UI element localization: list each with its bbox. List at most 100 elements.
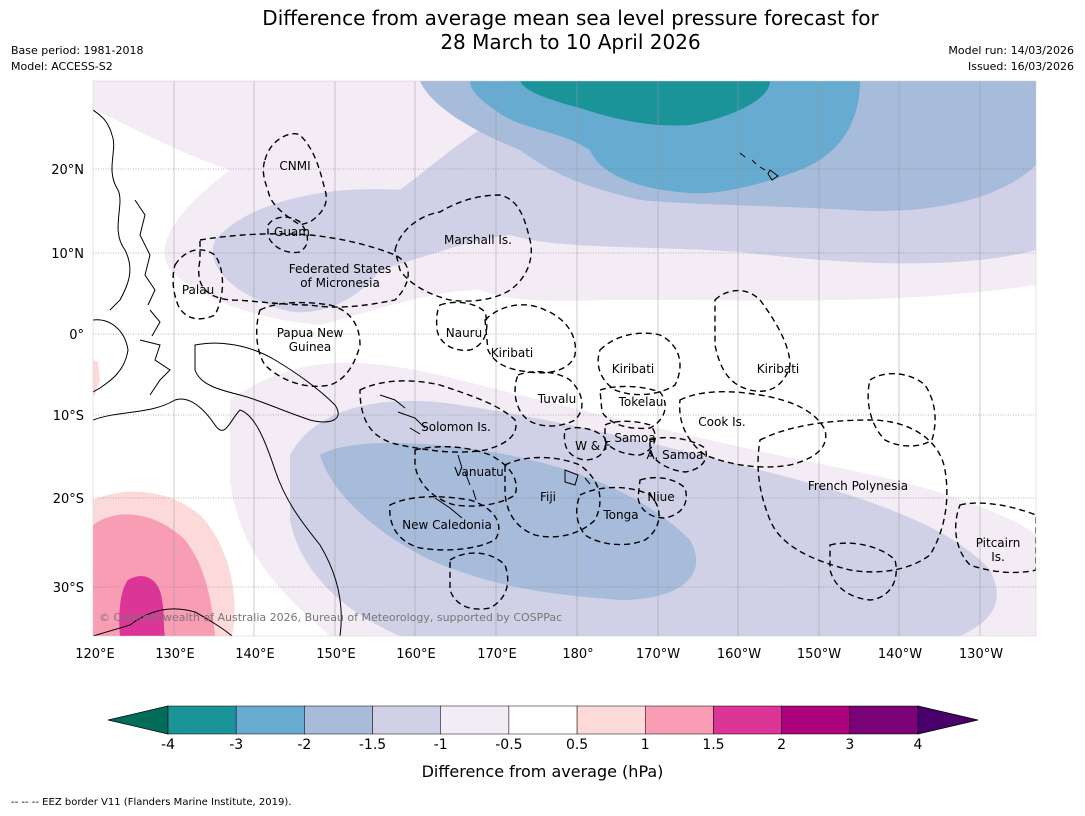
asia-coast	[93, 109, 131, 311]
label-vanuatu: Vanuatu	[454, 465, 504, 479]
label-nauru: Nauru	[446, 326, 482, 340]
colorbar-tick-label: -1.5	[358, 737, 387, 753]
lat-gridlines	[93, 168, 1036, 588]
label-fiji: Fiji	[540, 490, 556, 504]
lat-label: 10°S	[53, 409, 84, 424]
new-caledonia	[434, 497, 463, 519]
lon-label: 120°E	[75, 647, 115, 662]
colorbar-tick-label: 0.5	[565, 737, 589, 753]
colorbar-swatch	[849, 705, 919, 735]
lat-label: 10°N	[51, 247, 84, 262]
region-labels: CNMI Guam Marshall Is. Federated States …	[182, 159, 1020, 564]
base-period: Base period: 1981-2018	[11, 44, 144, 57]
lat-axis-labels: 20°N 10°N 0° 10°S 20°S 30°S	[51, 163, 84, 596]
colorbar-tick-label: -4	[161, 737, 175, 753]
colorbar-swatch	[440, 705, 510, 735]
fiji-islands	[564, 469, 591, 486]
lat-label: 20°N	[51, 163, 84, 178]
label-png-2: Guinea	[289, 340, 332, 354]
eez-kiribati-central	[597, 332, 681, 396]
lon-label: 130°W	[959, 647, 1003, 662]
lon-label: 150°E	[316, 647, 356, 662]
copyright-notice: © Commonwealth of Australia 2026, Bureau…	[99, 611, 562, 624]
colorbar-swatch	[781, 705, 851, 735]
lon-label: 170°W	[636, 647, 680, 662]
eez-vanuatu	[414, 446, 517, 507]
label-kiribati-central: Kiribati	[612, 362, 654, 376]
lon-label: 180°	[562, 647, 593, 662]
label-niue: Niue	[647, 490, 674, 504]
label-tonga: Tonga	[602, 508, 638, 522]
eez-fiji	[504, 456, 601, 538]
eez-borders	[172, 133, 1036, 610]
label-fsm-2: of Micronesia	[300, 276, 380, 290]
label-palau: Palau	[182, 283, 214, 297]
colorbar-tick-label: 4	[913, 737, 923, 753]
label-cook: Cook Is.	[698, 415, 745, 429]
label-tuvalu: Tuvalu	[537, 392, 577, 406]
philippines-coast	[134, 199, 161, 337]
map-frame	[92, 80, 1037, 637]
lon-axis-labels: 120°E 130°E 140°E 150°E 160°E 170°E 180°…	[75, 647, 1003, 662]
title-line-1: Difference from average mean sea level p…	[262, 6, 879, 30]
label-marshall: Marshall Is.	[444, 233, 512, 247]
label-solomon: Solomon Is.	[421, 420, 491, 434]
model-run: Model run: 14/03/2026	[948, 44, 1074, 57]
label-tokelau: Tokelau	[618, 395, 664, 409]
label-newcal: New Caledonia	[402, 518, 492, 532]
meta-left: Base period: 1981-2018 Model: ACCESS-S2	[11, 43, 143, 75]
colorbar-tick-label: 1	[640, 737, 650, 753]
eez-austral	[829, 542, 897, 601]
colorbar-tick-label: -1	[433, 737, 448, 753]
vanuatu-islands	[457, 454, 477, 501]
eez-footnote: -- -- -- EEZ border V11 (Flanders Marine…	[11, 797, 292, 808]
label-frpoly: French Polynesia	[808, 479, 908, 493]
borneo-coast	[93, 319, 129, 393]
eez-tokelau	[599, 385, 666, 430]
colorbar-label: Difference from average (hPa)	[421, 762, 664, 781]
colorbar-tick-label: 3	[845, 737, 855, 753]
lat-label: 0°	[69, 328, 84, 343]
chart-title: Difference from average mean sea level p…	[0, 6, 1085, 54]
label-fsm-1: Federated States	[289, 262, 391, 276]
lon-label: 140°E	[235, 647, 275, 662]
lon-label: 140°W	[878, 647, 922, 662]
model-name: Model: ACCESS-S2	[11, 60, 113, 73]
meta-right: Model run: 14/03/2026 Issued: 16/03/2026	[948, 43, 1074, 75]
eez-tonga	[576, 486, 660, 546]
colorbar-swatch	[372, 705, 441, 735]
colorbar-swatch	[645, 705, 714, 735]
lat-label: 20°S	[53, 492, 84, 507]
colorbar-under-arrow	[107, 705, 169, 735]
colorbar-swatch	[235, 705, 305, 735]
new-guinea-coast	[194, 342, 339, 423]
colorbar-tick-label: 1.5	[702, 737, 725, 753]
eez-tuvalu	[514, 371, 583, 427]
eez-kiribati-east	[714, 289, 791, 392]
coastlines	[93, 109, 779, 636]
colorbar-swatch	[304, 705, 373, 735]
anomaly-band-minus-3	[520, 81, 770, 126]
eez-frpoly-east	[867, 373, 936, 447]
colorbar-swatch	[508, 705, 578, 735]
colorbar-swatch	[713, 705, 782, 735]
eez-guam	[267, 216, 309, 254]
title-line-2: 28 March to 10 April 2026	[440, 30, 701, 54]
colorbar-tick-label: -3	[229, 737, 244, 753]
eez-cnmi	[262, 133, 327, 226]
label-kiribati-east: Kiribati	[757, 362, 799, 376]
label-kiribati-west: Kiribati	[491, 346, 533, 360]
eez-samoa	[604, 420, 656, 456]
sulawesi-coast	[139, 339, 171, 396]
colorbar-swatch	[576, 705, 646, 735]
eez-frpoly	[757, 419, 948, 573]
colorbar-tick-label: -0.5	[495, 737, 523, 753]
lon-label: 150°W	[797, 647, 841, 662]
anomaly-band-minus-2	[470, 81, 860, 194]
map-area: CNMI Guam Marshall Is. Federated States …	[93, 81, 1036, 636]
eez-pitcairn	[955, 502, 1036, 574]
eez-norfolk	[449, 552, 509, 610]
eez-palau	[172, 249, 224, 320]
issued-date: Issued: 16/03/2026	[967, 60, 1074, 73]
